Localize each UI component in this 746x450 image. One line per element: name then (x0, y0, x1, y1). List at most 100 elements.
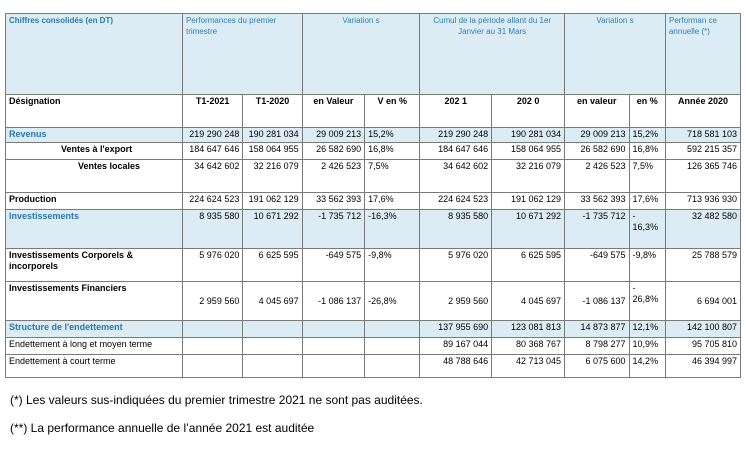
subheader-annee: Année 2020 (664, 94, 742, 128)
cell-t1-2021: 8 935 580 (181, 209, 244, 249)
subheader-v-en-pct: V en % (364, 94, 421, 128)
cell-annual: 126 365 746 (664, 159, 742, 193)
cell-cumul-2021: 34 642 602 (419, 159, 493, 193)
row-label: Investissements Corporels & incorporels (5, 248, 183, 282)
cell-var2-pct: -9,8% (628, 248, 666, 282)
subheader-row: Désignation T1-2021 T1-2020 en Valeur V … (5, 94, 742, 128)
table-row: Ventes locales 34 642 602 32 216 079 2 4… (5, 159, 742, 193)
cell-cumul-2021: 5 976 020 (419, 248, 493, 282)
cell-var-pct: -16,3% (364, 209, 421, 249)
cell-var-val: -1 086 137 (301, 281, 366, 321)
cell-t1-2020: 32 216 079 (242, 159, 303, 193)
cell-var-val: -1 735 712 (301, 209, 366, 249)
cell-t1-2020: 10 671 292 (242, 209, 303, 249)
cell-var2-val: 6 075 600 (564, 354, 630, 378)
cell-var-pct: 15,2% (364, 127, 421, 143)
footnote-audited: (**) La performance annuelle de l’année … (10, 421, 315, 435)
cell-cumul-2020: 191 062 129 (491, 192, 566, 210)
cell-cumul-2021: 2 959 560 (419, 281, 493, 321)
cell-cumul-2020: 32 216 079 (491, 159, 566, 193)
cell-annual: 95 705 810 (664, 337, 742, 355)
cell-cumul-2021: 137 955 690 (419, 320, 493, 338)
cell-annual: 592 215 357 (664, 142, 742, 160)
cell-var-pct: -9,8% (364, 248, 421, 282)
cell-annual: 142 100 807 (664, 320, 742, 338)
cell-cumul-2021: 224 624 523 (419, 192, 493, 210)
cell-var2-pct: - 16,3% (628, 209, 666, 249)
header-row: Chiffres consolidés (en DT) Performances… (5, 13, 742, 95)
subheader-designation: Désignation (5, 94, 183, 128)
subheader-en-valeur: en Valeur (301, 94, 366, 128)
cell-t1-2021: 2 959 560 (181, 281, 244, 321)
table-row: Endettement à court terme 48 788 646 42 … (5, 354, 742, 378)
cell-cumul-2020: 6 625 595 (491, 248, 566, 282)
cell-annual: 46 394 997 (664, 354, 742, 378)
table-row: Structure de l'endettement 137 955 690 1… (5, 320, 742, 338)
row-label: Investissements Financiers (5, 281, 183, 321)
cell-var2-val: 29 009 213 (564, 127, 630, 143)
cell-var2-pct: 16,8% (628, 142, 666, 160)
header-variation-1: Variation s (301, 13, 421, 95)
cell-var-val: 29 009 213 (301, 127, 366, 143)
table-row: Investissements Corporels & incorporels … (5, 248, 742, 282)
header-annual: Performan ce annuelle (*) (664, 13, 742, 95)
row-label: Endettement à long et moyen terme (5, 337, 183, 355)
cell-t1-2021: 224 624 523 (181, 192, 244, 210)
table-row: Production 224 624 523 191 062 129 33 56… (5, 192, 742, 210)
cell-var2-val: -1 735 712 (564, 209, 630, 249)
cell-t1-2021: 184 647 646 (181, 142, 244, 160)
financial-table: Chiffres consolidés (en DT) Performances… (5, 13, 742, 378)
subheader-t1-2020: T1-2020 (242, 94, 303, 128)
cell-t1-2021: 5 976 020 (181, 248, 244, 282)
cell-cumul-2020: 4 045 697 (491, 281, 566, 321)
cell-cumul-2020: 190 281 034 (491, 127, 566, 143)
cell-var2-pct: 17,6% (628, 192, 666, 210)
header-cumul: Cumul de la période allant du 1er Janvie… (419, 13, 566, 95)
subheader-cumul-2021: 202 1 (419, 94, 493, 128)
row-label: Endettement à court terme (5, 354, 183, 378)
subheader-en-pct: en % (628, 94, 666, 128)
cell-var2-val: -649 575 (564, 248, 630, 282)
cell-var2-val: 2 426 523 (564, 159, 630, 193)
subheader-cumul-2020: 202 0 (491, 94, 566, 128)
cell-t1-2020: 191 062 129 (242, 192, 303, 210)
cell-var-val: 2 426 523 (301, 159, 366, 193)
cell-t1-2020: 6 625 595 (242, 248, 303, 282)
row-label: Revenus (5, 127, 183, 143)
cell-cumul-2020: 158 064 955 (491, 142, 566, 160)
cell-var2-val: 14 873 877 (564, 320, 630, 338)
cell-var-val: 26 582 690 (301, 142, 366, 160)
table-row: Endettement à long et moyen terme 89 167… (5, 337, 742, 355)
cell-cumul-2021: 8 935 580 (419, 209, 493, 249)
cell-var2-pct: 10,9% (628, 337, 666, 355)
cell-var2-pct: - 26,8% (628, 281, 666, 321)
row-label: Ventes locales (5, 159, 183, 193)
cell-var-pct: -26,8% (364, 281, 421, 321)
cell-t1-2020: 4 045 697 (242, 281, 303, 321)
cell-var-val: -649 575 (301, 248, 366, 282)
cell-var2-val: 26 582 690 (564, 142, 630, 160)
table-row: Revenus 219 290 248 190 281 034 29 009 2… (5, 127, 742, 143)
cell-t1-2020: 190 281 034 (242, 127, 303, 143)
cell-var-pct: 17,6% (364, 192, 421, 210)
cell-annual: 713 936 930 (664, 192, 742, 210)
subheader-en-valeur-2: en valeur (564, 94, 630, 128)
header-consolidated: Chiffres consolidés (en DT) (5, 13, 183, 95)
cell-var2-val: 8 798 277 (564, 337, 630, 355)
footnote-unaudited: (*) Les valeurs sus-indiquées du premier… (10, 393, 423, 407)
table-row: Investissements Financiers 2 959 560 4 0… (5, 281, 742, 321)
cell-annual: 718 581 103 (664, 127, 742, 143)
cell-cumul-2021: 219 290 248 (419, 127, 493, 143)
cell-cumul-2021: 184 647 646 (419, 142, 493, 160)
cell-t1-2020: 158 064 955 (242, 142, 303, 160)
subheader-t1-2021: T1-2021 (181, 94, 244, 128)
cell-cumul-2020: 123 081 813 (491, 320, 566, 338)
table-row: Investissements 8 935 580 10 671 292 -1 … (5, 209, 742, 249)
cell-var2-pct: 12,1% (628, 320, 666, 338)
header-variation-2: Variation s (564, 13, 666, 95)
cell-t1-2021: 34 642 602 (181, 159, 244, 193)
header-performance: Performances du premier trimestre (181, 13, 303, 95)
cell-annual: 32 482 580 (664, 209, 742, 249)
cell-var2-pct: 7,5% (628, 159, 666, 193)
cell-var2-val: -1 086 137 (564, 281, 630, 321)
